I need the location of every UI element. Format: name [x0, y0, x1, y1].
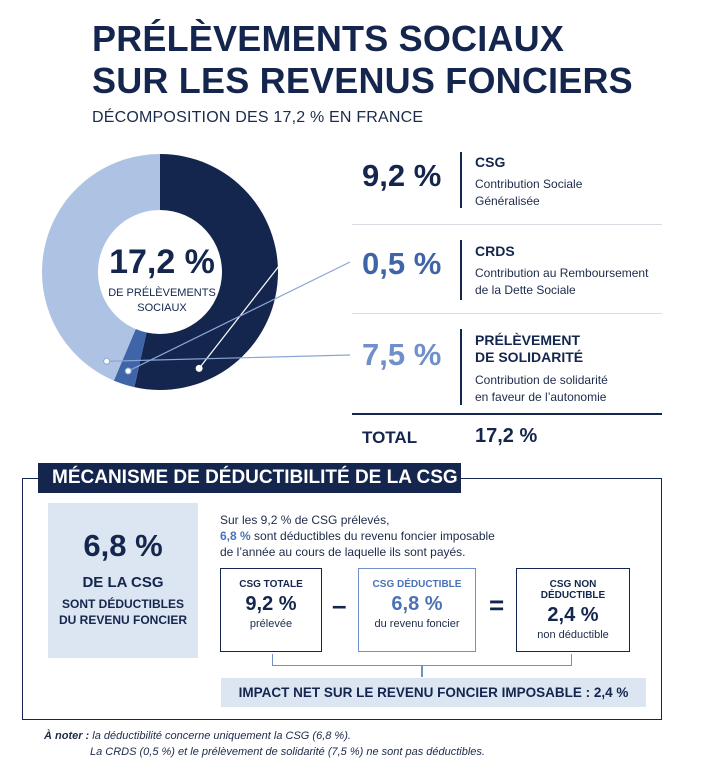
calc-non-deductible-value: 2,4 %: [547, 604, 599, 626]
row-divider: [460, 329, 462, 405]
slice-desc-crds-2: de la Dette Sociale: [475, 283, 576, 297]
title-line-1: PRÉLÈVEMENTS SOCIAUX: [92, 18, 565, 59]
donut-center-label-2: SOCIAUX: [137, 302, 187, 314]
total-separator: [352, 413, 662, 415]
calc-deductible-value: 6,8 %: [391, 593, 443, 615]
net-impact-banner: IMPACT NET SUR LE REVENU FONCIER IMPOSAB…: [221, 678, 646, 707]
deductible-line-2b: DU REVENU FONCIER: [58, 613, 187, 627]
explain-line-2-rest: sont déductibles du revenu foncier impos…: [250, 529, 495, 543]
slice-value-crds: 0,5 %: [362, 246, 442, 281]
separator: [352, 224, 662, 225]
total-value: 17,2 %: [475, 425, 538, 447]
donut-slice-crds: [113, 329, 147, 388]
calc-total-value: 9,2 %: [245, 593, 297, 615]
legend-row-solidarite: 7,5 % PRÉLÈVEMENT DE SOLIDARITÉ Contribu…: [350, 327, 662, 407]
calc-deductible-sub: du revenu foncier: [374, 618, 460, 630]
deductible-summary-box: 6,8 % DE LA CSG SONT DÉDUCTIBLES DU REVE…: [48, 503, 198, 658]
separator: [352, 313, 662, 314]
calc-box-non-deductible: CSG NON DÉDUCTIBLE 2,4 % non déductible: [516, 568, 630, 652]
explain-line-3: de l’année au cours de laquelle ils sont…: [220, 545, 466, 559]
donut-slice-solidarite: [41, 154, 160, 381]
slice-name-crds: CRDS: [475, 243, 515, 259]
slice-desc-solidarite-1: Contribution de solidarité: [475, 373, 608, 387]
legend-row-csg: 9,2 % CSG Contribution Sociale Généralis…: [350, 150, 662, 215]
deductible-line-2: SONT DÉDUCTIBLES DU REVENU FONCIER: [48, 596, 198, 628]
total-label: TOTAL: [362, 428, 418, 447]
slice-desc-crds-1: Contribution au Remboursement: [475, 266, 649, 280]
donut-connectors: [103, 174, 350, 375]
page-title: PRÉLÈVEMENTS SOCIAUX SUR LES REVENUS FON…: [92, 18, 633, 102]
deductible-line-2a: SONT DÉDUCTIBLES: [61, 597, 184, 611]
calc-deductible-label: CSG DÉDUCTIBLE: [372, 579, 462, 590]
slice-desc-csg-2: Généralisée: [475, 194, 540, 208]
explain-highlight: 6,8 %: [220, 529, 251, 543]
donut-slice-csg: [134, 154, 279, 390]
calc-box-deductible: CSG DÉDUCTIBLE 6,8 % du revenu foncier: [358, 568, 476, 652]
slice-value-csg: 9,2 %: [362, 158, 442, 193]
deductible-line-1: DE LA CSG: [82, 574, 164, 591]
calc-total-sub: prélevée: [249, 618, 293, 630]
explain-line-1: Sur les 9,2 % de CSG prélevés,: [220, 513, 390, 527]
slice-value-solidarite: 7,5 %: [362, 337, 442, 372]
deductible-value: 6,8 %: [83, 528, 163, 563]
calc-non-deductible-sub: non déductible: [537, 629, 609, 641]
slice-desc-solidarite-2: en faveur de l’autonomie: [475, 390, 607, 404]
equals-operator: =: [489, 590, 505, 620]
donut-chart: 17,2 % DE PRÉLÈVEMENTS SOCIAUX: [41, 154, 350, 390]
explain-line-2: 6,8 % sont déductibles du revenu foncier…: [220, 528, 520, 544]
row-divider: [460, 240, 462, 300]
result-bracket-tick: [421, 665, 423, 677]
slice-name-solidarite-1: PRÉLÈVEMENT: [475, 332, 581, 348]
calc-total-label: CSG TOTALE: [239, 579, 303, 590]
footnote-key: À noter :: [44, 730, 90, 742]
slice-name-solidarite-2: DE SOLIDARITÉ: [475, 349, 584, 365]
page-subtitle: DÉCOMPOSITION DES 17,2 % EN FRANCE: [92, 109, 424, 126]
slice-desc-csg-1: Contribution Sociale: [475, 177, 583, 191]
donut-slices: [41, 154, 279, 390]
connector-dot-solidarite: [103, 357, 111, 365]
mechanism-explanation: Sur les 9,2 % de CSG prélevés, 6,8 % son…: [220, 512, 520, 560]
footnote-line-1: la déductibilité concerne uniquement la …: [89, 730, 351, 742]
mechanism-header: MÉCANISME DE DÉDUCTIBILITÉ DE LA CSG: [38, 463, 461, 493]
calc-box-total: CSG TOTALE 9,2 % prélevée: [220, 568, 322, 652]
connector-line-crds: [127, 261, 350, 372]
row-divider: [460, 152, 462, 208]
title-line-2: SUR LES REVENUS FONCIERS: [92, 60, 633, 101]
minus-operator: –: [332, 590, 347, 620]
legend-row-crds: 0,5 % CRDS Contribution au Remboursement…: [350, 238, 662, 303]
donut-center-value: 17,2 %: [109, 243, 215, 281]
connector-dot-crds: [124, 367, 132, 375]
footnote-line-2: La CRDS (0,5 %) et le prélèvement de sol…: [90, 746, 485, 758]
donut-center-label-1: DE PRÉLÈVEMENTS: [108, 286, 216, 299]
calc-non-deductible-label: CSG NON DÉDUCTIBLE: [540, 579, 606, 601]
connector-dot-csg: [195, 364, 203, 372]
connector-line-csg: [198, 174, 350, 369]
connector-line-solidarite: [106, 354, 350, 362]
slice-name-csg: CSG: [475, 154, 506, 170]
footnote: À noter : la déductibilité concerne uniq…: [44, 728, 485, 760]
